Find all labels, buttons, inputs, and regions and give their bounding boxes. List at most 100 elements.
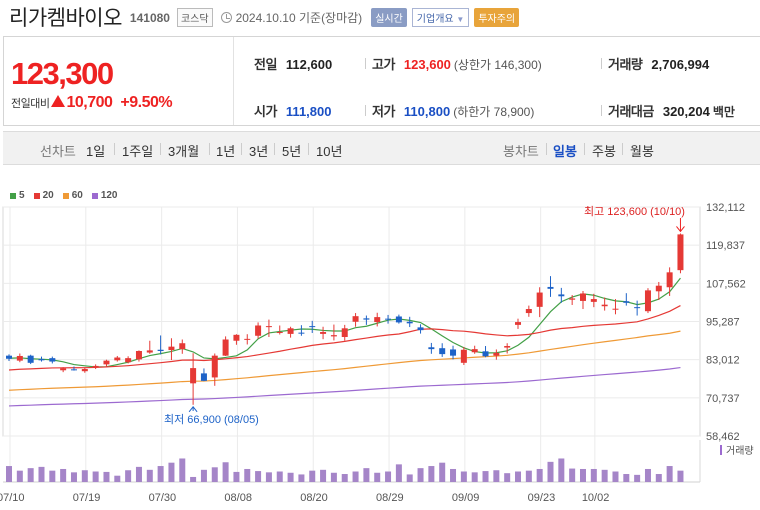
volume-bar [168, 462, 175, 482]
candle-body [471, 349, 478, 353]
candle-body [341, 328, 348, 338]
market-badge: 코스닥 [176, 8, 213, 27]
period-1y[interactable]: 1년 [216, 144, 236, 159]
y-tick-label: 95,287 [706, 317, 740, 329]
period-1w[interactable]: 1주일 [122, 144, 154, 159]
period-5y[interactable]: 5년 [282, 144, 302, 159]
candle-chart-label: 봉차트 [503, 144, 539, 159]
candle-body [385, 318, 392, 320]
candle-body [439, 348, 446, 355]
divider [233, 37, 234, 125]
x-tick-label: 08/20 [300, 492, 328, 504]
max-arrow-head [676, 226, 685, 233]
candle-body [70, 369, 77, 371]
volume-bar [38, 466, 45, 482]
candle-body [450, 349, 457, 356]
company-overview-button[interactable]: 기업개요 ▼ [411, 8, 470, 27]
volume-bar [330, 472, 337, 482]
volume-bar [504, 473, 511, 482]
volume-bar [255, 471, 262, 482]
volume-bar [493, 470, 500, 482]
candle-body [200, 373, 207, 381]
volume-bar [211, 467, 218, 482]
period-3m[interactable]: 3개월 [168, 144, 200, 159]
candle-body [525, 309, 532, 314]
prev-close: 전일 112,600 [254, 57, 333, 72]
x-tick-label: 08/08 [224, 492, 252, 504]
ma-legend: 5 20 60 120 [10, 190, 127, 201]
volume-bar [16, 470, 23, 482]
candle-body [547, 286, 554, 289]
volume-bar [428, 466, 435, 482]
period-weekly[interactable]: 주봉 [592, 144, 616, 159]
volume-bar [450, 468, 457, 482]
volume-bar [644, 468, 651, 482]
candle-body [644, 290, 651, 312]
candle-body [666, 272, 673, 288]
volume-bar [70, 472, 77, 482]
ma20-line [8, 305, 681, 371]
candle-body [135, 350, 142, 360]
candle-body [363, 318, 370, 320]
stock-name: 리가켐바이오 [9, 6, 122, 30]
chevron-down-icon: ▼ [456, 15, 465, 24]
x-tick-label: 09/23 [528, 492, 556, 504]
max-annotation: 최고 123,600 (10/10) [584, 205, 685, 218]
open-price: 시가 111,800 [254, 104, 332, 119]
ma60-line [8, 330, 681, 391]
candle-body [482, 351, 489, 357]
period-10y[interactable]: 10년 [316, 144, 343, 159]
volume-bar [460, 471, 467, 482]
trade-amount: 거래대금 320,204 백만 [601, 101, 735, 120]
volume-bar [666, 466, 673, 482]
candle-body [211, 355, 218, 378]
price-change: 전일대비 10,700 +9.50% [11, 94, 173, 112]
candle-body [233, 334, 240, 341]
candle-body [536, 292, 543, 307]
y-tick-label: 119,837 [706, 240, 745, 252]
volume-bar [623, 474, 630, 482]
y-tick-label: 107,562 [706, 278, 746, 290]
candle-body [179, 343, 186, 350]
candle-body [330, 335, 337, 337]
period-3y[interactable]: 3년 [249, 144, 269, 159]
investment-warning-badge: 투자주의 [474, 8, 520, 27]
y-tick-label: 58,462 [706, 431, 740, 443]
candle-body [417, 327, 424, 331]
candle-body [320, 332, 327, 334]
candle-body [677, 234, 684, 271]
candle-body [287, 328, 294, 334]
candle-body [623, 301, 630, 303]
candle-body [6, 355, 12, 359]
volume-bar [579, 468, 586, 482]
candle-body [255, 325, 262, 336]
candle-body [222, 339, 229, 356]
candle-body [515, 322, 522, 325]
candle-body [460, 349, 467, 363]
volume-bar [515, 471, 522, 482]
candle-body [590, 299, 597, 302]
volume-bar [536, 468, 543, 482]
volume-bar [309, 470, 316, 482]
price-chart: 132,112 119,837 107,562 95,287 83,012 70,737 5… [0, 202, 754, 504]
volume-bar [482, 471, 489, 482]
candle-body [493, 352, 500, 356]
realtime-button[interactable]: 실시간 [371, 8, 407, 27]
volume-bar [27, 468, 34, 482]
stock-code: 141080 [129, 11, 170, 25]
period-1d[interactable]: 1일 [86, 144, 106, 159]
volume-bar [363, 468, 370, 482]
legend-ma60: 60 [62, 190, 83, 201]
volume-bar [406, 474, 413, 482]
volume-bar [222, 462, 229, 482]
change-label: 전일대비 [11, 98, 50, 110]
x-tick-label: 07/10 [0, 492, 25, 504]
volume-bar [179, 458, 186, 482]
period-monthly[interactable]: 월봉 [630, 144, 654, 159]
x-tick-label: 07/19 [73, 492, 101, 504]
volume-bar [320, 469, 327, 482]
period-daily[interactable]: 일봉 [553, 144, 577, 159]
chart-period-bar: 선차트 1일 1주일 3개월 1년 3년 5년 10년 봉차트 일봉 주봉 월봉 [3, 131, 760, 165]
volume-bar [601, 469, 608, 482]
volume-bar [125, 470, 132, 482]
